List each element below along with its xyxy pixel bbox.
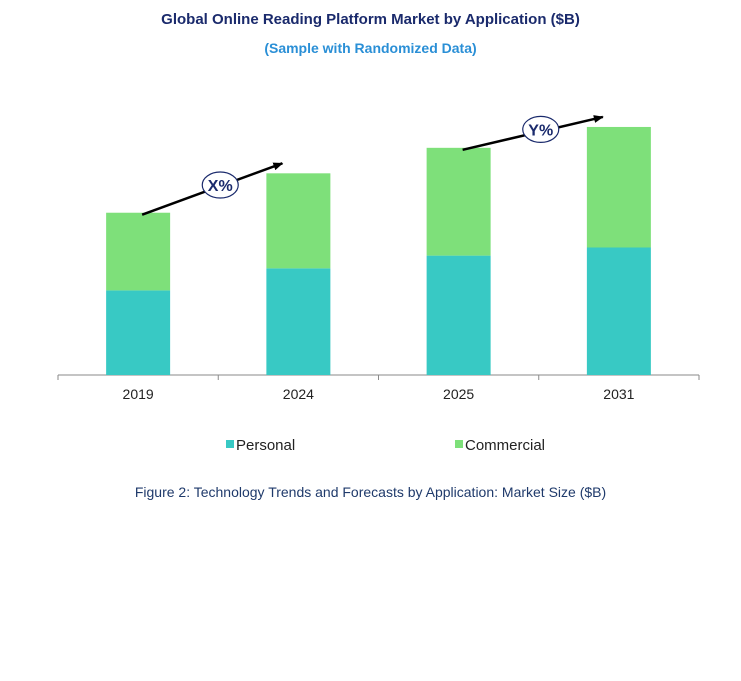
x-tick-label-2031: 2031 (603, 386, 634, 402)
growth-label-2: Y% (528, 122, 553, 139)
bar-personal-2024 (266, 268, 331, 375)
x-tick-label-2025: 2025 (443, 386, 474, 402)
growth-label-1: X% (208, 178, 233, 195)
legend-swatch-personal (226, 440, 234, 448)
chart-subtitle: (Sample with Randomized Data) (264, 40, 477, 56)
x-tick-label-2024: 2024 (283, 386, 314, 402)
bar-commercial-2024 (266, 173, 331, 269)
bar-commercial-2031 (586, 126, 651, 248)
bar-commercial-2019 (106, 212, 171, 291)
growth-oval-2 (522, 115, 560, 143)
bar-personal-2019 (106, 290, 171, 375)
growth-oval-1 (201, 171, 239, 199)
bar-personal-2025 (426, 255, 491, 375)
chart-title: Global Online Reading Platform Market by… (161, 11, 580, 28)
bar-personal-2031 (586, 247, 651, 375)
legend-label-personal: Personal (236, 437, 295, 454)
x-tick-label-2019: 2019 (123, 386, 154, 402)
legend-swatch-commercial (455, 440, 463, 448)
bar-commercial-2025 (426, 147, 491, 256)
figure-caption: Figure 2: Technology Trends and Forecast… (134, 484, 607, 500)
legend-label-commercial: Commercial (465, 437, 545, 454)
